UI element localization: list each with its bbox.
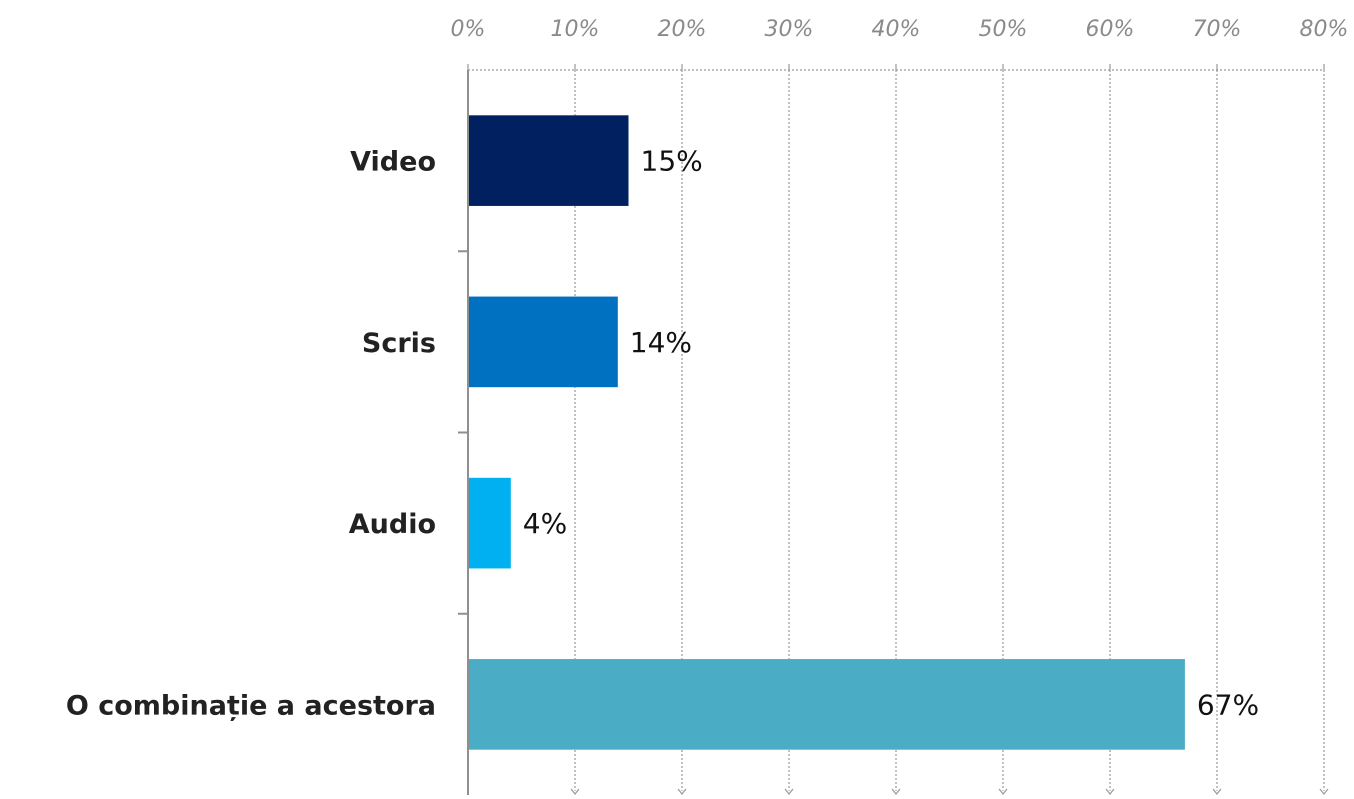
data-label: 67% bbox=[1197, 688, 1259, 721]
bars bbox=[469, 115, 1185, 750]
x-tick-label: 0% bbox=[451, 17, 486, 42]
category-label: Scris bbox=[362, 328, 436, 359]
category-label: O combinație a acestora bbox=[66, 690, 436, 721]
bar bbox=[469, 659, 1185, 750]
gridline-arrow bbox=[891, 788, 901, 795]
category-label: Audio bbox=[349, 509, 436, 540]
gridline-arrow bbox=[1319, 788, 1329, 795]
gridline-arrow bbox=[1212, 788, 1222, 795]
category-labels: Video Scris Audio O combinație a acestora bbox=[66, 147, 436, 722]
x-tick-label: 60% bbox=[1086, 17, 1135, 42]
bar bbox=[469, 115, 629, 206]
x-tick-label: 70% bbox=[1193, 17, 1242, 42]
x-tick-label: 40% bbox=[872, 17, 921, 42]
x-tick-label: 30% bbox=[765, 17, 814, 42]
x-tick-labels: 0% 10% 20% 30% 40% 50% 60% 70% 80% bbox=[451, 17, 1349, 42]
category-label: Video bbox=[350, 147, 436, 178]
data-label: 15% bbox=[641, 145, 703, 178]
gridline-arrow bbox=[998, 788, 1008, 795]
gridline-arrow bbox=[784, 788, 794, 795]
x-tick-label: 80% bbox=[1300, 17, 1349, 42]
bar bbox=[469, 296, 618, 388]
x-tick-label: 50% bbox=[979, 17, 1028, 42]
data-label: 14% bbox=[630, 326, 692, 359]
data-labels: 15% 14% 4% 67% bbox=[523, 145, 1259, 722]
x-tick-label: 10% bbox=[551, 17, 600, 42]
data-label: 4% bbox=[523, 507, 567, 540]
gridline-arrow bbox=[677, 788, 687, 795]
gridline-arrow bbox=[1105, 788, 1115, 795]
x-tick-label: 20% bbox=[658, 17, 707, 42]
axes bbox=[458, 64, 1325, 795]
bar bbox=[469, 477, 511, 569]
gridline-arrow bbox=[570, 788, 580, 795]
